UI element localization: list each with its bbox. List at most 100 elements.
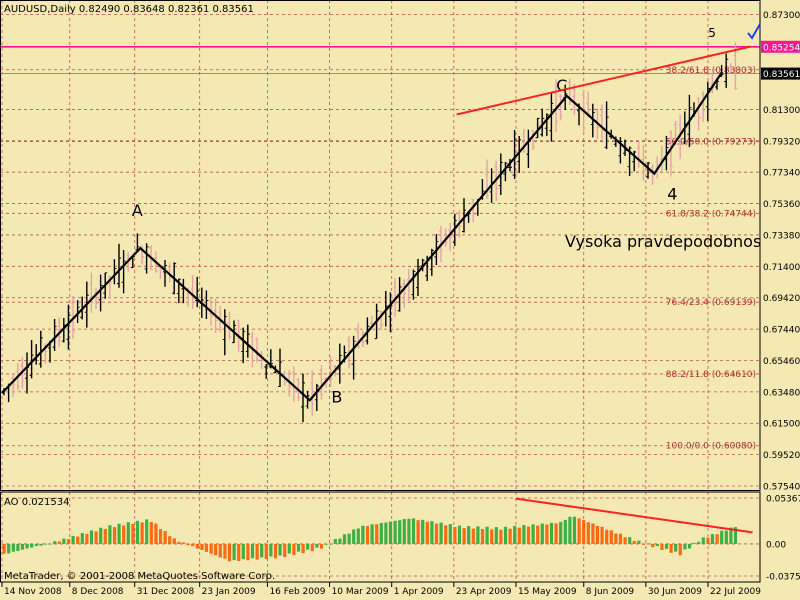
ao-bar (563, 519, 567, 544)
ao-y-tick-label: 0.00 (766, 540, 786, 550)
fib-label: 50.0/50.0 (0.79273) (666, 138, 756, 148)
ao-bar (522, 525, 526, 544)
y-tick-label: 0.57540 (763, 483, 800, 493)
ao-bar (651, 543, 655, 548)
ao-bar (80, 533, 84, 544)
wave-label-b: B (331, 387, 342, 406)
ao-bar (214, 543, 218, 556)
ao-bar (591, 523, 595, 544)
ao-bar (421, 519, 425, 544)
x-tick-label: 23 Apr 2009 (456, 587, 512, 597)
ao-bar (508, 528, 512, 544)
ao-bar (177, 541, 181, 544)
ao-bar (628, 537, 632, 544)
ao-bar (154, 523, 158, 544)
x-tick-label: 30 Jun 2009 (648, 587, 702, 597)
ao-bar (315, 543, 319, 548)
ao-bar (710, 534, 715, 544)
x-tick-label: 15 May 2009 (518, 587, 577, 597)
ao-bar (641, 543, 646, 545)
ao-bar (674, 543, 678, 552)
fib-label: 100.0/0.0 (0.60080) (666, 442, 756, 452)
ao-y-tick-label: -0.03754 (766, 573, 800, 583)
x-tick-label: 8 Dec 2008 (72, 587, 124, 597)
ao-bar (57, 541, 61, 544)
ao-bar (232, 543, 236, 561)
axes: 0.87300 0.81300 0.79320 0.77340 0.75360 0.733… (1, 11, 800, 597)
ao-bar (172, 538, 176, 544)
ao-bar (517, 527, 521, 544)
ao-bar (43, 543, 48, 545)
ao-bar (568, 516, 572, 544)
fib-label: 38.2/61.8 (0.83803) (666, 66, 756, 76)
ao-bar (540, 523, 544, 544)
ao-bar (471, 528, 475, 544)
ao-header: AO 0.021534 (4, 497, 69, 508)
ao-bar (126, 522, 130, 544)
ao-bar (434, 523, 439, 544)
y-tick-label: 0.59520 (763, 451, 800, 461)
fib-label: 76.4/23.4 (0.69139) (666, 298, 756, 308)
price-trend-line (456, 45, 751, 116)
ao-bar (425, 521, 429, 544)
ao-bar (241, 543, 245, 560)
ao-bar (623, 537, 627, 544)
ao-bar (181, 542, 186, 544)
ao-bar (582, 520, 586, 544)
ao-bar (131, 524, 135, 544)
ao-bar (476, 526, 480, 544)
ao-bar (605, 529, 609, 544)
grid (0, 0, 760, 582)
ao-bar (85, 533, 89, 544)
ao-bar (393, 520, 397, 544)
ao-bar (301, 543, 305, 554)
x-tick-label: 23 Jan 2009 (202, 587, 256, 597)
ao-bar (264, 543, 268, 560)
wave-label-a: A (132, 201, 143, 220)
ao-bar (48, 543, 52, 545)
ao-bar (370, 524, 374, 544)
ao-bar (388, 521, 393, 544)
ao-bar (453, 527, 457, 544)
ao-bar (384, 522, 388, 544)
ao-bar (195, 543, 199, 549)
ao-bar (30, 543, 34, 548)
y-tick-label: 0.61500 (763, 420, 800, 430)
ao-bar (209, 543, 213, 554)
x-tick-label: 8 Jun 2009 (586, 587, 635, 597)
ao-bar (485, 526, 489, 544)
ao-bar (462, 528, 466, 544)
ao-bar (306, 543, 310, 550)
ao-bar (62, 538, 66, 544)
ao-bar (614, 533, 618, 544)
ao-bar (140, 522, 144, 544)
ao-bar (402, 519, 406, 544)
ao-bar (39, 543, 43, 546)
ao-bar (338, 538, 342, 544)
ao-bar (287, 543, 291, 554)
ao-bar (411, 518, 416, 544)
y-tick-label: 0.69420 (763, 294, 800, 304)
x-tick-label: 14 Nov 2008 (4, 587, 62, 597)
ao-bar (227, 543, 232, 562)
ao-bar (706, 537, 710, 544)
ao-bar (536, 525, 540, 544)
ao-bar (66, 538, 71, 544)
y-tick-label: 0.65460 (763, 357, 800, 367)
fibonacci-levels: 38.2/61.8 (0.83803) 50.0/50.0 (0.79273) 61… (0, 66, 760, 452)
ao-bar (356, 528, 360, 544)
y-tick-label: 0.67440 (763, 326, 800, 336)
wave-label-c: C (556, 76, 567, 95)
y-tick-label: 0.79320 (763, 137, 800, 147)
ao-bar (664, 543, 669, 549)
ao-bar (310, 543, 314, 552)
ao-bar (444, 525, 448, 544)
ao-bar (34, 543, 38, 547)
x-tick-label: 10 Mar 2009 (332, 587, 389, 597)
ao-bar (379, 522, 383, 544)
ao-bar (577, 518, 581, 544)
price-level-label: 0.85254 (763, 43, 800, 53)
ao-bar (609, 530, 613, 544)
ao-bar (513, 525, 517, 544)
ao-bar (494, 527, 498, 544)
